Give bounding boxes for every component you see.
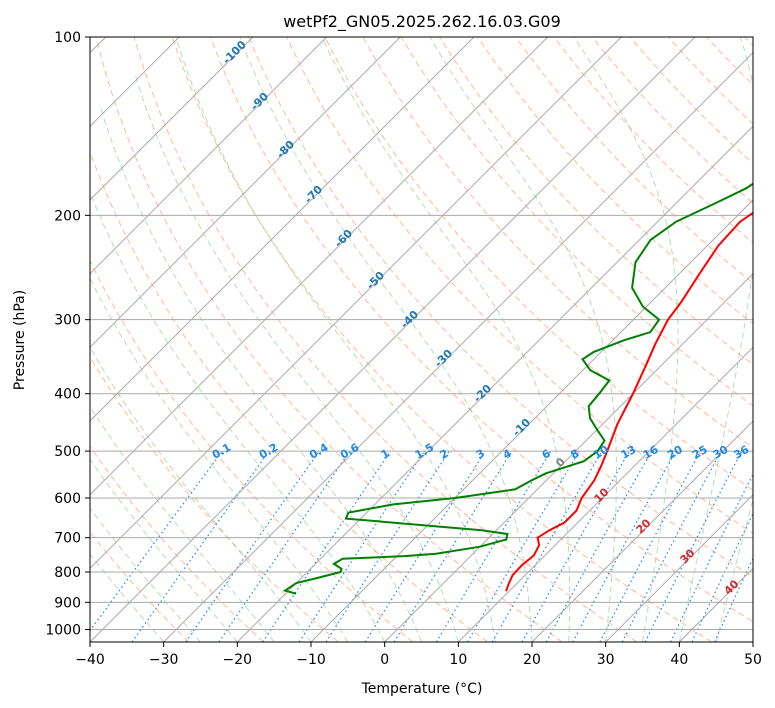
x-tick-label: 50	[744, 652, 762, 668]
isotherm-line	[163, 51, 753, 642]
moist-adiabat-line	[429, 37, 617, 642]
dry-adiabat-line	[324, 37, 753, 491]
isotherm-line	[310, 199, 753, 642]
x-tick-label: 0	[380, 652, 389, 668]
dry-adiabat-line	[95, 37, 563, 642]
y-tick-label: 100	[54, 30, 81, 46]
x-tick-label: 30	[597, 652, 615, 668]
isotherm-line	[90, 37, 696, 642]
dry-adiabat-line	[210, 37, 753, 623]
x-tick-label: −10	[296, 652, 326, 668]
x-axis: −40 −30 −20 −10 0 10 20 30 40 50	[75, 642, 762, 668]
mixing-ratio-line	[185, 450, 320, 642]
isotherm-line	[605, 493, 753, 642]
x-tick-label: 40	[670, 652, 688, 668]
dry-adiabat-line	[90, 445, 264, 642]
mixing-ratio-line	[491, 450, 603, 642]
y-tick-label: 900	[54, 595, 81, 611]
x-axis-label: Temperature (°C)	[361, 681, 483, 697]
dry-adiabat-line	[477, 37, 753, 325]
dry-adiabat-line	[591, 37, 753, 204]
moist-adiabat-line	[134, 72, 459, 642]
isotherm-line	[384, 272, 753, 642]
moist-adiabat-line	[321, 37, 571, 642]
x-tick-label: 20	[523, 652, 541, 668]
y-tick-label: 300	[54, 313, 81, 329]
dry-adiabat-line	[248, 37, 753, 578]
isotherm-line	[236, 125, 753, 642]
y-tick-label: 500	[54, 444, 81, 460]
y-tick-label: 200	[54, 208, 81, 224]
mixing-ratio-line	[325, 450, 450, 642]
isotherm-line	[90, 37, 622, 570]
x-tick-label: 10	[449, 652, 467, 668]
isotherm-line	[457, 346, 753, 642]
isotherm-line	[90, 37, 328, 275]
x-tick-label: −20	[223, 652, 253, 668]
mixing-ratio-line	[90, 450, 223, 632]
mixing-ratio-line	[466, 450, 580, 642]
y-tick-label: 700	[54, 531, 81, 547]
mixing-ratio-line	[521, 450, 631, 642]
moist-adiabat-line	[99, 104, 422, 642]
mixing-ratio-line	[393, 450, 513, 642]
y-tick-label: 600	[54, 491, 81, 507]
mixing-ratio-line	[131, 450, 270, 642]
x-tick-label: −40	[75, 652, 105, 668]
y-axis: 100 200 300 400 500 600 700 800 900 1000	[45, 30, 90, 638]
moist-adiabat-line	[90, 507, 201, 642]
isotherm-line	[90, 37, 401, 349]
isotherm-line	[90, 37, 254, 201]
dewpoint-profile-line	[282, 182, 753, 595]
dry-adiabat-line	[515, 37, 753, 284]
dry-adiabat-line	[400, 37, 753, 407]
y-tick-label: 800	[54, 565, 81, 581]
y-tick-label: 1000	[45, 622, 81, 638]
mixing-ratio-line	[298, 450, 425, 642]
dry-adiabat-line	[171, 37, 712, 642]
moist-adiabat-line	[715, 498, 753, 642]
moist-adiabat-line	[175, 37, 496, 642]
mixing-ratio-line	[364, 450, 486, 642]
moist-adiabat-line	[573, 37, 679, 642]
isotherm-line	[90, 37, 549, 496]
background-lines	[90, 37, 753, 642]
dry-adiabat-line	[629, 37, 753, 165]
moist-adiabat-line	[90, 405, 275, 642]
plot-frame	[89, 36, 754, 643]
isotherm-line	[90, 37, 475, 422]
moist-adiabat-line	[239, 37, 533, 642]
moist-adiabat-line	[678, 37, 753, 642]
dry-adiabat-line	[90, 259, 414, 642]
chart-title: wetPf2_GN05.2025.262.16.03.G09	[283, 12, 561, 32]
mixing-ratio-line	[572, 450, 677, 642]
moist-adiabat-line	[90, 458, 238, 642]
temperature-profile-line	[505, 211, 753, 592]
data-series	[282, 182, 753, 595]
mixing-ratio-line	[435, 450, 552, 642]
isotherm-line	[531, 420, 753, 642]
y-axis-label: Pressure (hPa)	[12, 290, 28, 390]
y-tick-label: 400	[54, 387, 81, 403]
x-tick-label: −30	[149, 652, 179, 668]
